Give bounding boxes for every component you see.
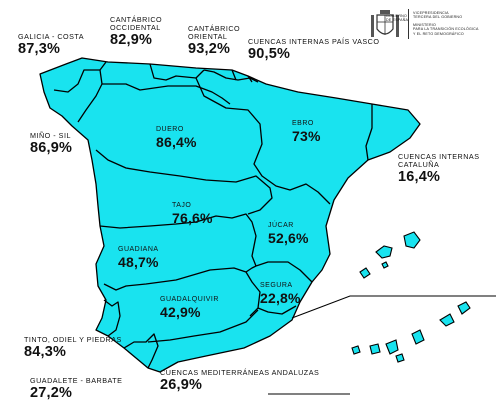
label-jucar: JÚCAR 52,6% [268,222,309,246]
logo-ministry-text: MINISTERIO PARA LA TRANSICIÓN ECOLÓGICA … [413,23,479,36]
label-guadiana: GUADIANA 48,7% [118,246,159,270]
canary-inset-frame [268,295,496,395]
border-ebro [195,77,331,205]
border-andaluzas [147,309,259,343]
label-duero: DUERO 86,4% [156,126,197,150]
balearic-islands [359,231,421,279]
border-duero-tajo [95,149,273,215]
label-mino-sil: MIÑO - SIL 86,9% [30,131,73,157]
label-tinto-odiel: TINTO, ODIEL Y PIEDRAS 84,3% [24,335,122,361]
label-pais-vasco: CUENCAS INTERNAS PAÍS VASCO 90,5% [248,37,380,63]
label-cantabrico-occidental: CANTÁBRICO OCCIDENTAL 82,9% [110,15,163,49]
border-segura [245,265,297,315]
label-cantabrico-oriental: CANTÁBRICO ORIENTAL 93,2% [188,24,241,58]
label-cataluna: CUENCAS INTERNAS CATALUÑA 16,4% [398,152,480,186]
canary-islands [351,301,471,363]
border-tinto [103,299,121,337]
logo-vice-text: VICEPRESIDENCIA TERCERA DEL GOBIERNO [413,11,463,20]
label-ebro: EBRO 73% [292,120,321,144]
border-jucar [255,261,313,283]
coat-of-arms-icon [371,10,399,37]
label-galicia-costa: GALICIA - COSTA 87,3% [18,32,85,58]
label-segura: SEGURA 22,8% [260,282,301,306]
border-guadalete [123,333,159,369]
border-cantabrico [99,61,205,81]
government-logo [369,7,493,43]
logo-gov-text: GOBIERNO DE ESPAÑA [386,14,409,23]
label-andaluzas: CUENCAS MEDITERRÁNEAS ANDALUZAS 26,9% [160,368,320,394]
label-guadalquivir: GUADALQUIVIR 42,9% [160,296,219,320]
border-cataluna [365,104,373,161]
label-guadalete: GUADALETE - BARBATE 27,2% [30,376,123,402]
label-tajo: TAJO 76,6% [172,202,213,226]
border-duero-north [102,83,231,105]
border-tajo-guadiana [99,213,257,267]
logo-divider [408,9,409,39]
spain-outline [39,57,421,373]
border-pais-vasco [231,69,253,83]
border-cantabrico-oriental [203,69,259,83]
border-guadiana-guadalquivir [103,267,261,317]
